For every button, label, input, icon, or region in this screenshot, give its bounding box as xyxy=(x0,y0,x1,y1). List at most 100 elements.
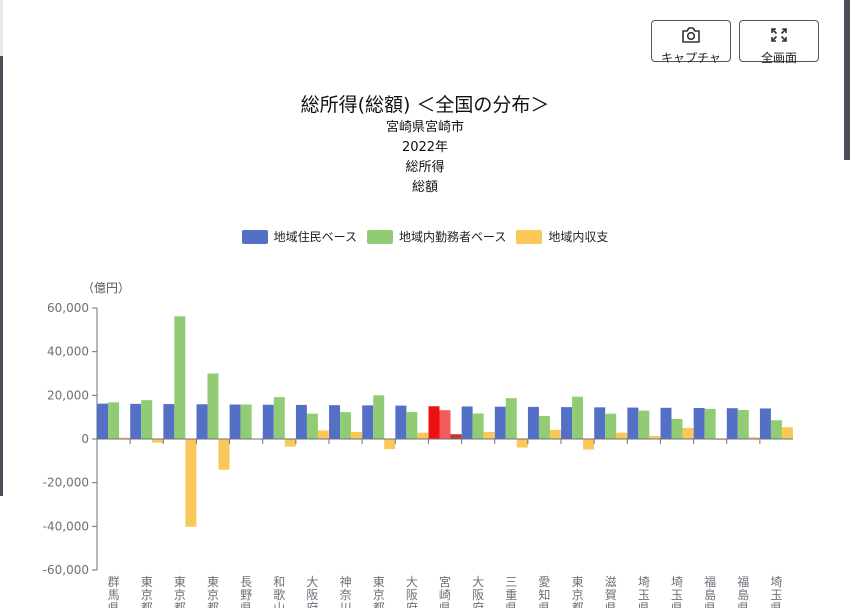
bar-worker xyxy=(770,420,782,439)
y-tick-label: -20,000 xyxy=(43,476,89,490)
y-tick-label: 20,000 xyxy=(47,388,89,402)
x-tick-label: 埼玉県 xyxy=(638,575,650,608)
bar-worker xyxy=(207,373,219,439)
bar-worker xyxy=(538,416,550,439)
bar-balance xyxy=(384,439,396,450)
bar-worker xyxy=(704,408,716,439)
window-edge-left xyxy=(0,56,3,496)
y-tick-label: 40,000 xyxy=(47,345,89,359)
bar-worker xyxy=(340,412,352,439)
bar-balance xyxy=(152,439,164,443)
bar-balance xyxy=(549,429,561,439)
bar-worker xyxy=(306,413,318,439)
legend-item-balance[interactable]: 地域内収支 xyxy=(516,228,608,245)
bar-worker xyxy=(605,413,617,439)
bar-worker xyxy=(373,395,385,439)
legend-swatch-balance xyxy=(516,229,543,244)
bar-resident xyxy=(594,407,606,439)
chart-titles: 総所得(総額) ＜全国の分布＞ 宮崎県宮崎市 2022年 総所得 総額 xyxy=(0,92,850,198)
bar-balance xyxy=(317,430,329,439)
y-tick-label: 60,000 xyxy=(47,301,89,315)
bar-balance xyxy=(483,432,495,439)
x-tick-label: 東京都 xyxy=(141,575,153,608)
bar-resident xyxy=(295,404,307,439)
x-tick-label: 神奈川 xyxy=(340,575,352,608)
window-edge-top xyxy=(0,0,3,56)
bar-balance xyxy=(450,434,462,439)
bar-worker xyxy=(273,397,285,439)
legend-swatch-resident xyxy=(241,229,268,244)
x-tick-label: 群馬県 xyxy=(108,575,120,608)
bar-resident xyxy=(660,407,672,439)
chart-subtitle-2: 2022年 xyxy=(401,140,449,155)
bar-balance xyxy=(616,432,628,439)
bar-balance xyxy=(682,427,694,439)
bar-worker xyxy=(472,413,484,439)
bar-resident xyxy=(726,408,738,439)
x-tick-label: 長野県 xyxy=(240,575,252,608)
bar-balance xyxy=(748,437,760,439)
legend-swatch-worker xyxy=(366,229,393,244)
bar-resident xyxy=(759,408,771,439)
bar-resident xyxy=(395,405,407,439)
fullscreen-label: 全画面 xyxy=(760,51,797,65)
x-tick-label: 愛知県 xyxy=(538,575,550,608)
bar-resident xyxy=(196,404,208,439)
fullscreen-button[interactable]: 全画面 xyxy=(739,20,819,65)
bar-worker xyxy=(406,411,418,439)
bar-balance xyxy=(417,432,429,439)
legend-item-worker[interactable]: 地域内勤務者ベース xyxy=(366,228,507,245)
bar-resident xyxy=(262,404,274,439)
capture-label: キャプチャ xyxy=(661,51,721,65)
bar-balance xyxy=(284,439,296,447)
bar-balance xyxy=(583,439,595,450)
x-tick-label: 東京都 xyxy=(373,575,385,608)
legend-item-resident[interactable]: 地域住民ベース xyxy=(241,228,357,245)
x-tick-label: 福島県 xyxy=(704,574,716,608)
bar-worker xyxy=(737,409,749,439)
bar-balance xyxy=(516,439,528,448)
chart-subtitle-1: 宮崎県宮崎市 xyxy=(385,120,464,135)
legend-label-worker: 地域内勤務者ベース xyxy=(398,230,507,244)
capture-button[interactable]: キャプチャ xyxy=(651,20,731,65)
bar-worker xyxy=(240,404,252,439)
bar-worker xyxy=(572,396,584,439)
x-tick-label: 三重県 xyxy=(505,575,517,608)
bar-resident xyxy=(130,403,142,439)
x-tick-label: 宮崎県 xyxy=(439,574,451,608)
bar-worker xyxy=(141,400,153,439)
x-tick-label: 大阪府 xyxy=(306,575,318,608)
x-tick-label: 埼玉県 xyxy=(671,575,683,608)
bar-worker xyxy=(439,410,451,439)
bar-worker xyxy=(505,398,517,439)
x-tick-label: 大阪府 xyxy=(406,575,418,608)
bar-resident xyxy=(97,403,109,439)
x-tick-label: 滋賀県 xyxy=(605,575,617,608)
camera-icon xyxy=(681,26,701,48)
bar-resident xyxy=(428,406,440,439)
bar-resident xyxy=(329,405,341,439)
bar-balance xyxy=(781,427,793,439)
bar-balance xyxy=(185,439,197,527)
bar-worker xyxy=(174,316,186,439)
y-tick-label: -60,000 xyxy=(43,563,89,577)
bar-resident xyxy=(627,407,639,439)
x-tick-label: 大阪府 xyxy=(472,575,484,608)
bar-balance xyxy=(351,432,363,439)
bar-worker xyxy=(671,418,683,439)
expand-icon xyxy=(769,26,789,48)
x-tick-label: 東京都 xyxy=(207,575,219,608)
bar-resident xyxy=(461,406,473,439)
chart-subtitle-4: 総額 xyxy=(411,180,438,195)
bar-worker xyxy=(108,402,120,439)
bar-resident xyxy=(527,406,539,439)
chart-legend: 地域住民ベース 地域内勤務者ベース 地域内収支 xyxy=(0,228,850,245)
bar-worker xyxy=(638,410,650,439)
chart-subtitle-3: 総所得 xyxy=(405,160,445,175)
scrollbar-thumb[interactable] xyxy=(844,0,850,160)
x-tick-label: 埼玉県 xyxy=(770,575,782,608)
bar-resident xyxy=(561,407,573,439)
y-tick-label: -40,000 xyxy=(43,519,89,533)
bar-balance xyxy=(218,439,230,470)
